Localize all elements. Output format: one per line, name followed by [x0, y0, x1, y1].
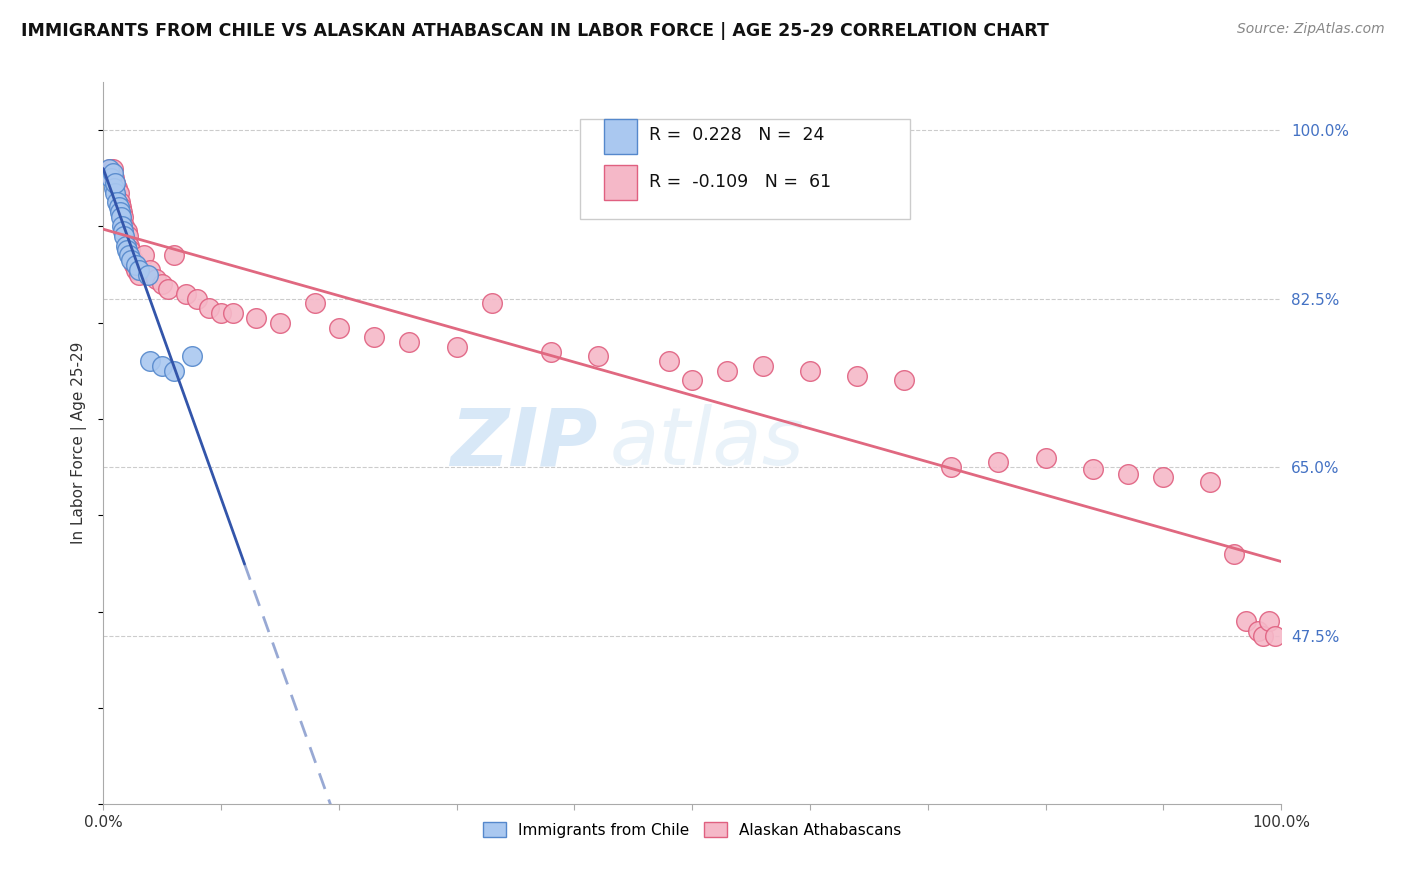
Point — [121, 253, 143, 268]
Point — [1199, 475, 1222, 489]
Point — [180, 350, 202, 364]
Point — [100, 171, 122, 186]
Point — [120, 244, 142, 258]
Point — [110, 200, 132, 214]
Point — [110, 210, 132, 224]
Point — [1081, 462, 1104, 476]
Point — [125, 258, 148, 272]
Point — [101, 161, 124, 176]
Point — [115, 224, 138, 238]
Point — [145, 272, 167, 286]
Point — [1264, 629, 1286, 643]
Point — [1116, 467, 1139, 481]
Point — [716, 364, 738, 378]
Point — [209, 306, 232, 320]
Point — [128, 268, 150, 282]
Point — [245, 310, 267, 325]
Point — [112, 224, 135, 238]
Point — [104, 186, 127, 200]
Text: IMMIGRANTS FROM CHILE VS ALASKAN ATHABASCAN IN LABOR FORCE | AGE 25-29 CORRELATI: IMMIGRANTS FROM CHILE VS ALASKAN ATHABAS… — [21, 22, 1049, 40]
Point — [139, 262, 162, 277]
Point — [101, 166, 124, 180]
Point — [163, 364, 186, 378]
Point — [121, 253, 143, 268]
Point — [104, 176, 127, 190]
Point — [139, 354, 162, 368]
Point — [97, 166, 120, 180]
Point — [1234, 615, 1257, 629]
FancyBboxPatch shape — [581, 120, 910, 219]
Point — [111, 219, 134, 234]
Point — [1223, 547, 1246, 561]
Point — [105, 195, 128, 210]
Text: R =  -0.109   N =  61: R = -0.109 N = 61 — [648, 172, 831, 191]
Point — [941, 460, 963, 475]
Point — [681, 374, 703, 388]
Point — [1152, 470, 1174, 484]
Point — [586, 350, 609, 364]
Point — [118, 238, 141, 252]
Text: ZIP: ZIP — [450, 404, 598, 482]
Point — [98, 161, 121, 176]
Point — [108, 205, 131, 219]
Point — [1258, 615, 1281, 629]
Point — [846, 368, 869, 383]
Point — [134, 248, 156, 262]
Point — [112, 229, 135, 244]
Point — [156, 282, 179, 296]
Point — [186, 292, 208, 306]
Point — [304, 296, 326, 310]
Point — [150, 277, 173, 292]
Point — [112, 219, 135, 234]
Point — [1246, 624, 1268, 638]
Point — [112, 210, 135, 224]
Point — [107, 200, 129, 214]
Point — [799, 364, 821, 378]
FancyBboxPatch shape — [603, 120, 637, 154]
Point — [752, 359, 775, 373]
Point — [111, 205, 134, 219]
Point — [117, 229, 139, 244]
Point — [481, 296, 503, 310]
Legend: Immigrants from Chile, Alaskan Athabascans: Immigrants from Chile, Alaskan Athabasca… — [477, 815, 908, 844]
Point — [398, 334, 420, 349]
Point — [115, 244, 138, 258]
FancyBboxPatch shape — [603, 165, 637, 200]
Text: Source: ZipAtlas.com: Source: ZipAtlas.com — [1237, 22, 1385, 37]
Point — [198, 301, 221, 316]
Point — [893, 374, 915, 388]
Point — [122, 258, 145, 272]
Point — [987, 455, 1010, 469]
Point — [136, 268, 159, 282]
Text: R =  0.228   N =  24: R = 0.228 N = 24 — [648, 127, 824, 145]
Point — [363, 330, 385, 344]
Point — [269, 316, 291, 330]
Point — [104, 176, 127, 190]
Point — [1253, 629, 1275, 643]
Text: atlas: atlas — [610, 404, 804, 482]
Point — [163, 248, 186, 262]
Point — [103, 171, 125, 186]
Point — [118, 248, 141, 262]
Point — [128, 262, 150, 277]
Point — [658, 354, 681, 368]
Point — [107, 186, 129, 200]
Point — [222, 306, 245, 320]
Point — [446, 340, 468, 354]
Point — [105, 181, 128, 195]
Point — [114, 238, 136, 252]
Point — [1035, 450, 1057, 465]
Point — [98, 161, 121, 176]
Point — [108, 195, 131, 210]
Point — [150, 359, 173, 373]
Point — [103, 181, 125, 195]
Y-axis label: In Labor Force | Age 25-29: In Labor Force | Age 25-29 — [72, 342, 87, 544]
Point — [540, 344, 562, 359]
Point — [174, 286, 197, 301]
Point — [328, 320, 350, 334]
Point — [125, 262, 148, 277]
